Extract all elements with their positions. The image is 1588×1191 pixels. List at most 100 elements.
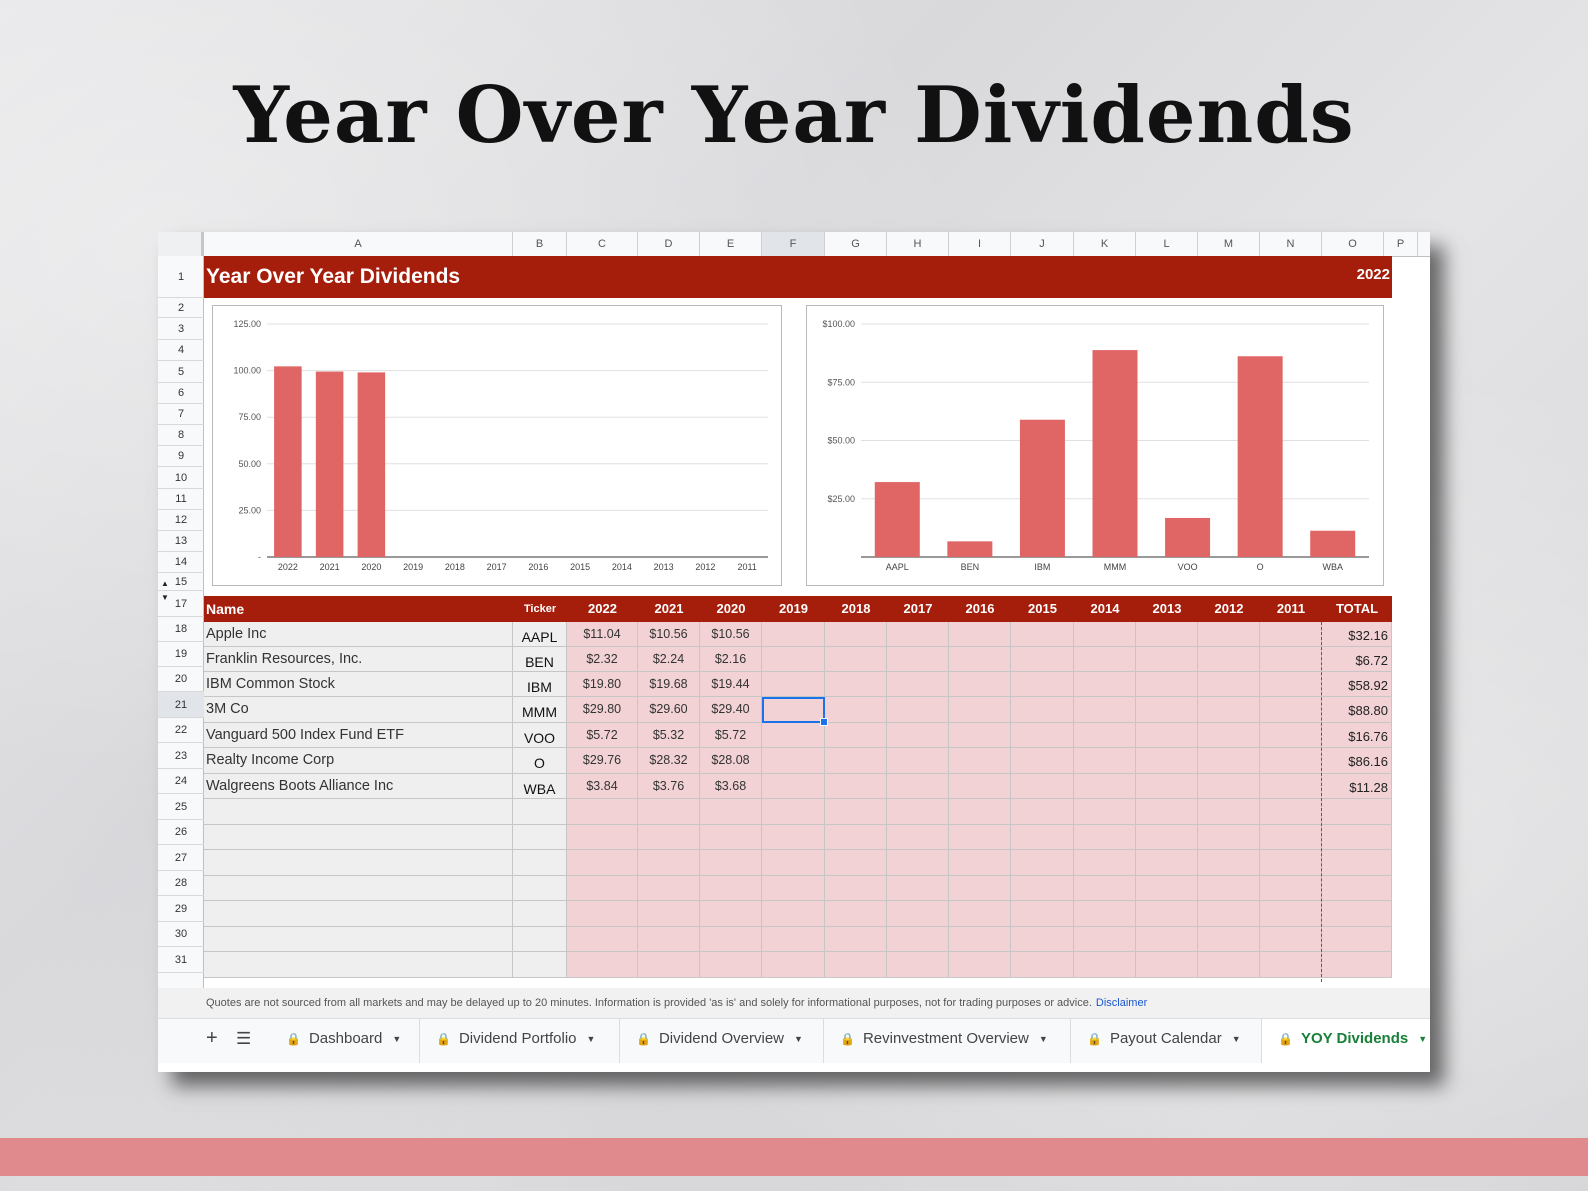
dividend-cell[interactable] xyxy=(638,952,700,978)
row-header-10[interactable]: 10 xyxy=(158,467,204,489)
dividend-cell[interactable] xyxy=(1011,825,1074,850)
caret-down-icon[interactable]: ▼ xyxy=(392,1034,402,1045)
row-header-18[interactable]: 18 xyxy=(158,617,204,642)
dividend-cell[interactable] xyxy=(825,850,887,876)
dividend-cell[interactable] xyxy=(1260,748,1322,774)
dividend-cell[interactable] xyxy=(887,952,949,978)
dividend-cell[interactable]: $2.32 xyxy=(567,647,638,672)
dividend-cell[interactable] xyxy=(1074,952,1136,978)
row-header-5[interactable]: 5 xyxy=(158,361,204,383)
dividend-cell[interactable] xyxy=(638,876,700,901)
row-header-30[interactable]: 30 xyxy=(158,922,204,947)
dividend-cell[interactable] xyxy=(1136,723,1198,748)
caret-down-icon[interactable]: ▼ xyxy=(1418,1034,1428,1045)
row-header-19[interactable]: 19 xyxy=(158,642,204,667)
dividend-cell[interactable] xyxy=(1074,901,1136,927)
ticker-cell[interactable]: O xyxy=(513,748,567,774)
collapse-rows-icon[interactable]: ▼ xyxy=(161,593,169,602)
dividend-cell[interactable] xyxy=(762,799,825,825)
dividend-cell[interactable]: $29.76 xyxy=(567,748,638,774)
dividend-cell[interactable] xyxy=(1074,799,1136,825)
ticker-cell[interactable]: VOO xyxy=(513,723,567,748)
dividend-cell[interactable] xyxy=(638,799,700,825)
dividend-cell[interactable]: $5.72 xyxy=(567,723,638,748)
dividend-cell[interactable] xyxy=(949,927,1011,952)
dividend-cell[interactable] xyxy=(949,723,1011,748)
dividend-cell[interactable] xyxy=(887,799,949,825)
row-header-25[interactable]: 25 xyxy=(158,794,204,820)
name-cell[interactable] xyxy=(204,799,513,825)
dividend-cell[interactable]: $3.84 xyxy=(567,774,638,799)
row-header-9[interactable]: 9 xyxy=(158,446,204,467)
name-cell[interactable]: Vanguard 500 Index Fund ETF xyxy=(204,723,513,748)
dividend-cell[interactable] xyxy=(1260,647,1322,672)
dividend-cell[interactable]: $28.08 xyxy=(700,748,762,774)
column-header-n[interactable]: N xyxy=(1260,232,1322,256)
dividend-cell[interactable] xyxy=(1011,901,1074,927)
total-cell[interactable] xyxy=(1322,927,1392,952)
column-header-h[interactable]: H xyxy=(887,232,949,256)
dividend-cell[interactable] xyxy=(949,876,1011,901)
row-header-27[interactable]: 27 xyxy=(158,845,204,871)
dividend-cell[interactable] xyxy=(949,647,1011,672)
dividend-cell[interactable] xyxy=(1074,647,1136,672)
total-cell[interactable] xyxy=(1322,850,1392,876)
name-cell[interactable]: Walgreens Boots Alliance Inc xyxy=(204,774,513,799)
ticker-cell[interactable] xyxy=(513,825,567,850)
total-cell[interactable] xyxy=(1322,876,1392,901)
column-header-i[interactable]: I xyxy=(949,232,1011,256)
dividend-cell[interactable] xyxy=(949,748,1011,774)
dividend-cell[interactable] xyxy=(1136,799,1198,825)
dividend-cell[interactable] xyxy=(825,799,887,825)
dividend-cell[interactable] xyxy=(949,697,1011,723)
dividend-cell[interactable] xyxy=(825,774,887,799)
dividend-cell[interactable] xyxy=(567,952,638,978)
dividend-cell[interactable] xyxy=(1260,622,1322,647)
row-header-21[interactable]: 21 xyxy=(158,692,204,718)
name-cell[interactable] xyxy=(204,825,513,850)
tab-yoy-dividends[interactable]: 🔒 YOY Dividends ▼ xyxy=(1262,1019,1430,1063)
row-header-15[interactable]: 15 xyxy=(158,573,204,591)
dividend-cell[interactable] xyxy=(1136,952,1198,978)
dividend-cell[interactable] xyxy=(1198,697,1260,723)
row-header-31[interactable]: 31 xyxy=(158,947,204,973)
dividend-cell[interactable]: $2.16 xyxy=(700,647,762,672)
dividend-cell[interactable] xyxy=(825,672,887,697)
dividend-cell[interactable] xyxy=(567,799,638,825)
holding-dividends-chart[interactable]: $100.00 $75.00 $50.00 $25.00 AAPL BEN IBM MMM VO… xyxy=(806,305,1384,586)
dividend-cell[interactable] xyxy=(762,672,825,697)
dividend-cell[interactable] xyxy=(1260,774,1322,799)
dividend-cell[interactable] xyxy=(762,825,825,850)
dividend-cell[interactable] xyxy=(1260,799,1322,825)
total-cell[interactable]: $6.72 xyxy=(1322,647,1392,672)
total-cell[interactable]: $86.16 xyxy=(1322,748,1392,774)
tab-dividend-overview[interactable]: 🔒 Dividend Overview ▼ xyxy=(620,1019,824,1063)
active-cell-selection[interactable] xyxy=(762,697,825,723)
dividend-cell[interactable] xyxy=(949,952,1011,978)
dividend-cell[interactable] xyxy=(1074,697,1136,723)
row-header-1[interactable]: 1 xyxy=(158,256,204,298)
dividend-cell[interactable] xyxy=(1074,622,1136,647)
dividend-cell[interactable] xyxy=(887,723,949,748)
dividend-cell[interactable] xyxy=(567,876,638,901)
dividend-cell[interactable] xyxy=(1136,672,1198,697)
ticker-cell[interactable] xyxy=(513,799,567,825)
disclaimer-link[interactable]: Disclaimer xyxy=(1095,997,1148,1009)
dividend-cell[interactable] xyxy=(825,901,887,927)
dividend-cell[interactable] xyxy=(887,927,949,952)
row-header-17[interactable]: 17 xyxy=(158,591,204,617)
dividend-cell[interactable] xyxy=(1011,952,1074,978)
dividend-cell[interactable] xyxy=(1260,723,1322,748)
dividend-cell[interactable] xyxy=(1074,774,1136,799)
plus-icon[interactable]: + xyxy=(206,1027,218,1049)
dividend-cell[interactable] xyxy=(887,876,949,901)
dividend-cell[interactable] xyxy=(1198,774,1260,799)
ticker-cell[interactable] xyxy=(513,850,567,876)
dividend-cell[interactable] xyxy=(949,799,1011,825)
dividend-cell[interactable] xyxy=(825,825,887,850)
column-header-e[interactable]: E xyxy=(700,232,762,256)
dividend-cell[interactable] xyxy=(887,647,949,672)
dividend-cell[interactable] xyxy=(1198,850,1260,876)
total-cell[interactable] xyxy=(1322,825,1392,850)
select-all-corner[interactable] xyxy=(158,232,204,256)
